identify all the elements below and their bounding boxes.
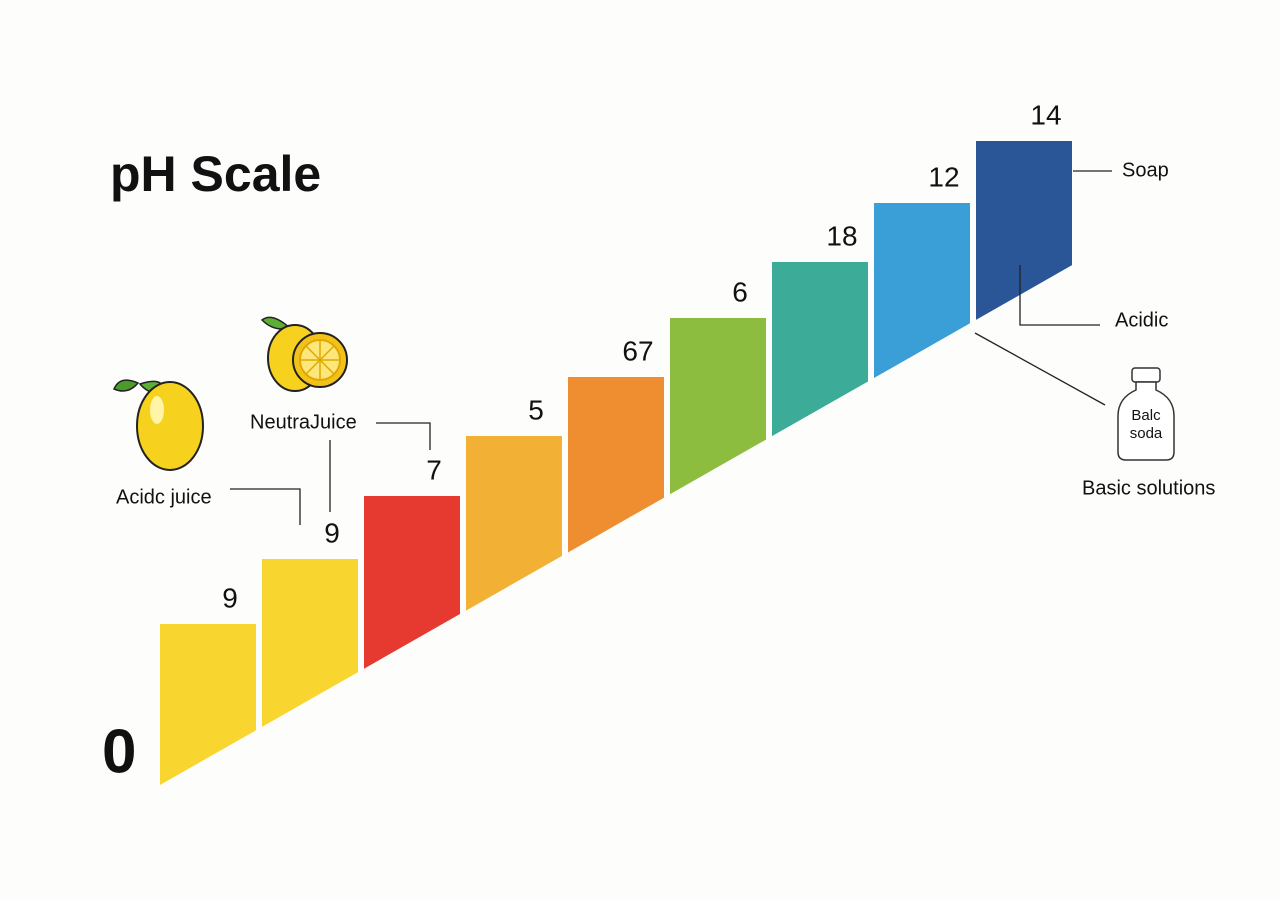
origin-label: 0	[102, 717, 136, 786]
annotation: Acidc juice	[116, 486, 212, 508]
bottle-label: soda	[1130, 425, 1163, 442]
leader-line	[1019, 265, 1100, 326]
step	[874, 203, 970, 379]
bottle-label: Balc	[1131, 407, 1161, 424]
step	[262, 559, 358, 727]
step-label: 6	[732, 276, 748, 307]
step-label: 14	[1030, 99, 1061, 130]
step-label: 12	[928, 161, 959, 192]
annotation: Basic solutions	[1082, 477, 1215, 499]
step-label: 7	[426, 454, 442, 485]
step	[976, 141, 1072, 320]
step-label: 9	[324, 517, 340, 548]
step	[466, 436, 562, 611]
step	[772, 262, 868, 437]
leader-line	[974, 332, 1106, 406]
lemon-icon	[113, 379, 204, 471]
bottle-icon: Balc soda	[1117, 367, 1175, 461]
step-label: 9	[222, 582, 238, 613]
title: pH Scale	[110, 146, 321, 202]
lemon-icon	[260, 316, 348, 392]
step-label: 67	[622, 335, 653, 366]
annotation: Acidic	[1115, 309, 1168, 331]
annotation: Soap	[1122, 159, 1169, 181]
step-label: 5	[528, 394, 544, 425]
step	[568, 377, 664, 553]
leader-line	[230, 488, 301, 525]
annotation: NeutraJuice	[250, 411, 357, 433]
step-label: 18	[826, 220, 857, 251]
step	[160, 624, 256, 785]
leader-line	[376, 422, 431, 450]
steps: 9 9 7 5 67 6 18 12 14	[160, 99, 1072, 785]
step	[364, 496, 460, 669]
step	[670, 318, 766, 495]
